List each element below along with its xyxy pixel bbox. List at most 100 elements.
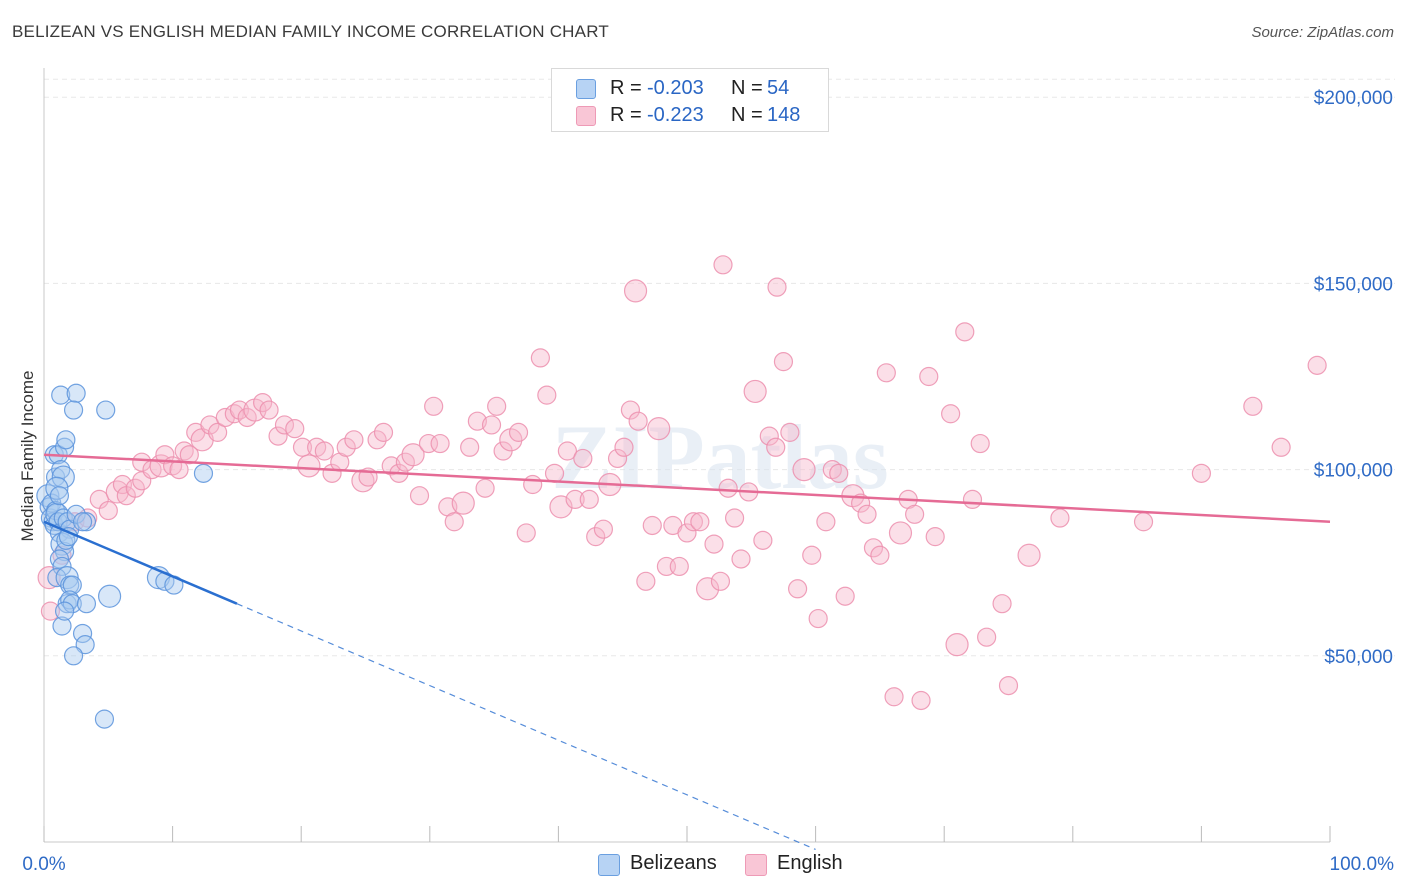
english-point — [710, 571, 731, 591]
belizeans-point — [49, 486, 70, 506]
english-point — [508, 422, 529, 442]
english-point — [530, 348, 550, 368]
english-point — [1017, 543, 1041, 567]
belizeans-point — [45, 476, 69, 500]
english-point — [475, 478, 495, 498]
belizeans-point — [66, 504, 86, 524]
y-tick-label: $150,000 — [1314, 274, 1393, 295]
belizeans-point — [56, 430, 76, 450]
english-point — [647, 417, 671, 441]
belizeans-point — [62, 575, 82, 595]
english-point — [40, 601, 61, 621]
english-point — [695, 577, 720, 601]
belizeans-point — [62, 594, 82, 614]
english-point — [444, 512, 464, 532]
belizeans-point — [52, 556, 72, 577]
belizeans-trend-line — [43, 520, 238, 605]
english-point — [787, 579, 808, 599]
belizeans-points — [36, 383, 214, 729]
bottom-legend-swatch-belizeans — [598, 854, 620, 876]
chart-title: BELIZEAN VS ENGLISH MEDIAN FAMILY INCOME… — [12, 22, 609, 41]
english-point — [544, 463, 565, 483]
belizeans-point — [51, 460, 71, 480]
y-tick-label: $200,000 — [1314, 88, 1393, 109]
trend-lines — [43, 453, 1331, 850]
belizeans-trend-extension — [236, 603, 816, 850]
english-point — [614, 437, 634, 457]
english-point — [285, 419, 305, 439]
english-point — [297, 454, 321, 478]
english-point — [992, 594, 1012, 614]
belizeans-point — [94, 709, 115, 729]
english-point — [690, 512, 710, 532]
english-point — [579, 489, 599, 510]
english-point — [753, 530, 773, 550]
english-point — [620, 400, 641, 420]
belizeans-point — [66, 383, 86, 403]
english-point — [713, 255, 733, 275]
belizeans-point — [63, 400, 84, 420]
english-point — [98, 500, 118, 521]
english-point — [759, 426, 779, 446]
english-point — [863, 538, 884, 558]
y-tick-label: $50,000 — [1324, 647, 1393, 668]
english-point — [802, 545, 822, 565]
bottom-legend-label-belizeans: Belizeans — [630, 852, 717, 874]
english-point — [487, 396, 507, 416]
english-point — [876, 363, 896, 383]
english-point — [573, 448, 593, 469]
legend-row-belizeans: R = -0.203 N = 54 — [552, 75, 828, 101]
english-point — [268, 426, 288, 446]
x-tick-label: 100.0% — [1330, 854, 1395, 875]
english-point — [336, 437, 356, 457]
english-point — [911, 690, 931, 711]
belizeans-point — [72, 512, 93, 532]
english-point — [516, 523, 536, 543]
english-point — [523, 474, 543, 495]
english-point — [467, 411, 487, 431]
english-point — [870, 545, 890, 565]
correlation-legend: R = -0.203 N = 54 R = -0.223 N = 148 — [551, 68, 829, 132]
english-point — [884, 687, 904, 707]
english-point — [274, 415, 295, 435]
english-point — [766, 437, 786, 457]
legend-r-label: R = — [610, 77, 642, 99]
english-point — [208, 422, 228, 442]
english-point — [430, 433, 450, 454]
english-point — [780, 422, 800, 442]
english-point — [925, 527, 945, 547]
english-point — [941, 404, 961, 424]
english-point — [955, 322, 975, 342]
english-point — [724, 508, 745, 528]
belizeans-point — [54, 601, 75, 621]
english-point — [1271, 437, 1291, 457]
english-point — [367, 430, 387, 450]
english-point — [970, 433, 990, 454]
english-point — [808, 608, 828, 629]
legend-swatch-english — [576, 106, 596, 126]
english-point — [418, 433, 439, 454]
english-point — [451, 491, 475, 515]
source-label: Source: ZipAtlas.com — [1251, 24, 1394, 41]
english-point — [669, 556, 689, 577]
english-point — [857, 504, 877, 524]
english-point — [112, 474, 133, 495]
english-point — [381, 456, 401, 476]
english-point — [259, 400, 279, 420]
legend-n-value: 148 — [767, 104, 801, 126]
legend-r-value: -0.223 — [647, 104, 704, 126]
english-points — [37, 255, 1327, 711]
x-tick-label: 0.0% — [22, 854, 65, 875]
english-point — [373, 422, 394, 442]
belizeans-point — [97, 584, 122, 608]
english-point — [792, 458, 816, 482]
english-point — [704, 534, 724, 554]
english-point — [835, 586, 855, 606]
bottom-legend-label-english: English — [777, 852, 843, 874]
english-point — [829, 463, 849, 483]
english-point — [125, 478, 145, 498]
english-point — [607, 448, 628, 469]
english-point — [642, 515, 662, 536]
english-point — [773, 352, 794, 372]
